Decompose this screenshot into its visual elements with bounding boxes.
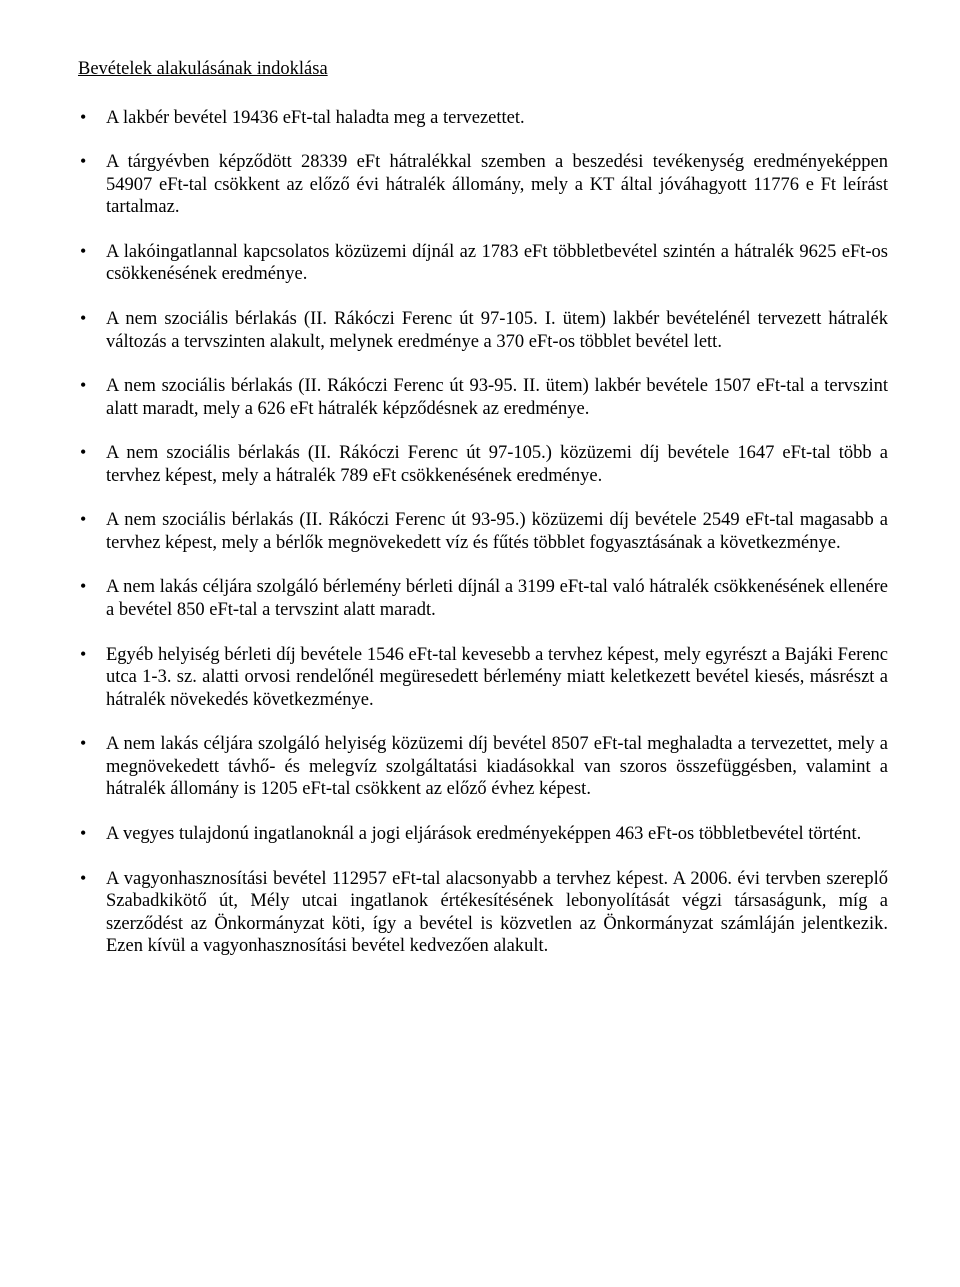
list-item: A nem szociális bérlakás (II. Rákóczi Fe…: [76, 308, 888, 353]
list-item: A nem szociális bérlakás (II. Rákóczi Fe…: [76, 442, 888, 487]
section-title: Bevételek alakulásának indoklása: [78, 58, 888, 81]
list-item: A lakóingatlannal kapcsolatos közüzemi d…: [76, 241, 888, 286]
list-item: A vegyes tulajdonú ingatlanoknál a jogi …: [76, 823, 888, 846]
bullet-list: A lakbér bevétel 19436 eFt-tal haladta m…: [76, 107, 888, 958]
list-item: A nem lakás céljára szolgáló bérlemény b…: [76, 576, 888, 621]
list-item: A lakbér bevétel 19436 eFt-tal haladta m…: [76, 107, 888, 130]
list-item: A nem szociális bérlakás (II. Rákóczi Fe…: [76, 509, 888, 554]
list-item: A tárgyévben képződött 28339 eFt hátralé…: [76, 151, 888, 219]
list-item: A nem szociális bérlakás (II. Rákóczi Fe…: [76, 375, 888, 420]
list-item: A vagyonhasznosítási bevétel 112957 eFt-…: [76, 868, 888, 958]
list-item: A nem lakás céljára szolgáló helyiség kö…: [76, 733, 888, 801]
list-item: Egyéb helyiség bérleti díj bevétele 1546…: [76, 644, 888, 712]
